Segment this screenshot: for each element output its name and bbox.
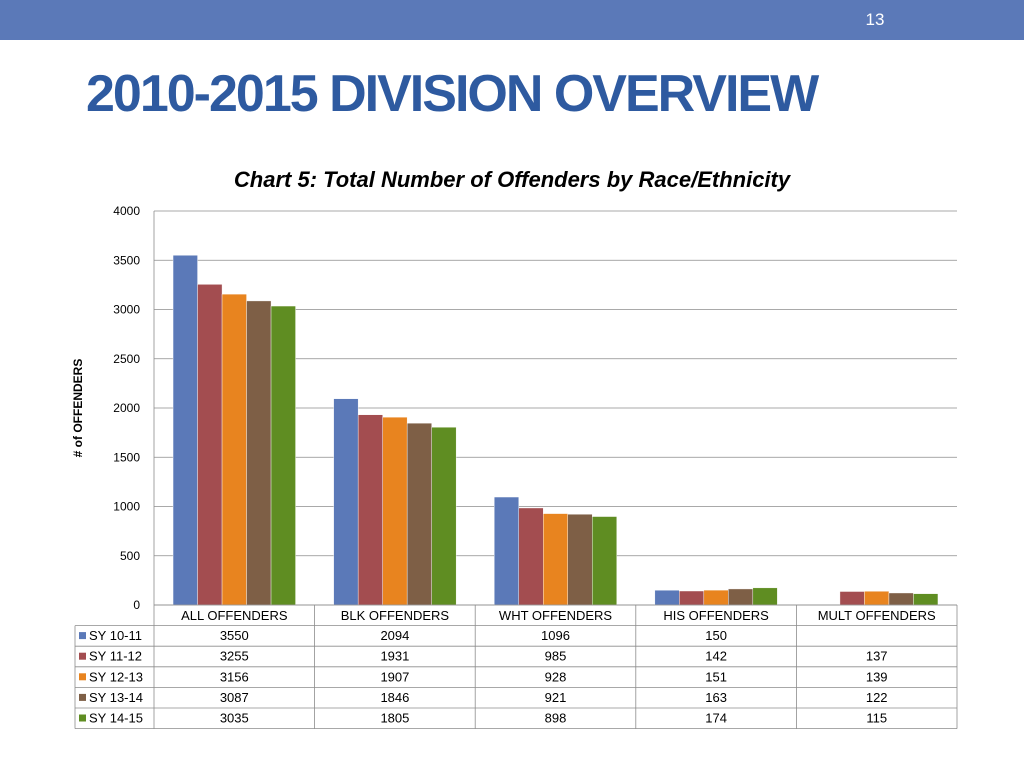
data-table-value: 150 [705,628,727,643]
bar [333,398,359,606]
y-tick-label: 1000 [113,500,140,514]
data-table-value: 921 [545,690,567,705]
bar [679,590,705,606]
bar [357,414,383,606]
data-table-value: 139 [866,669,888,684]
bar [172,255,198,606]
legend-swatch [79,673,86,681]
data-table-value: 1096 [541,628,570,643]
top-banner: 13 [0,0,1024,40]
data-table-value: 174 [705,711,727,726]
bar [246,300,272,606]
data-table-value: 1931 [380,649,409,664]
bar [592,516,617,606]
bar [839,591,865,606]
y-tick-label: 500 [120,549,140,563]
legend-swatch [79,693,86,701]
data-table-value: 1805 [380,711,409,726]
data-table-value: 3255 [220,649,249,664]
data-table-value: 928 [545,669,567,684]
bar [270,305,296,606]
data-table-value: 1846 [380,690,409,705]
y-tick-label: 2000 [113,401,140,415]
y-tick-label: 1500 [113,450,140,464]
page-number: 13 [865,10,885,29]
x-category-label: HIS OFFENDERS [663,608,769,623]
data-table-value: 3035 [220,711,249,726]
y-tick-label: 3500 [113,253,140,267]
data-table-value: 985 [545,649,567,664]
slide-title: 2010-2015 DIVISION OVERVIEW [86,65,819,123]
bar [406,422,432,606]
bar [864,591,890,606]
data-table-value: 2094 [380,628,409,643]
bar [518,507,544,606]
legend-swatch [79,714,86,722]
bar [752,587,778,606]
data-table-value: 137 [866,649,888,664]
data-table-value: 3550 [220,628,249,643]
bar [431,427,457,606]
bar [728,588,754,606]
bar [382,416,408,606]
data-table-value: 898 [545,711,567,726]
bar [913,593,939,606]
bar [543,513,568,606]
chart-title: Chart 5: Total Number of Offenders by Ra… [233,167,791,192]
bar [888,592,914,606]
bar [654,590,680,606]
legend-swatch [79,632,86,640]
legend-series-name: SY 10-11 [89,628,142,643]
y-tick-label: 2500 [113,352,140,366]
bar [221,293,247,606]
y-tick-label: 4000 [113,204,140,218]
data-table-value: 1907 [380,669,409,684]
bar [494,496,519,606]
data-table-value: 3156 [220,669,249,684]
legend-series-name: SY 11-12 [89,649,142,664]
data-table-value: 115 [866,711,887,726]
legend-series-name: SY 14-15 [89,711,143,726]
x-category-label: MULT OFFENDERS [818,608,936,623]
x-category-label: BLK OFFENDERS [341,608,450,623]
bar [197,284,223,606]
legend-series-name: SY 13-14 [89,690,143,705]
x-category-label: WHT OFFENDERS [499,608,612,623]
bar [703,589,729,606]
x-category-label: ALL OFFENDERS [181,608,288,623]
data-table-value: 163 [705,690,727,705]
y-tick-label: 3000 [113,303,140,317]
data-table-value: 151 [705,669,727,684]
data-table-value: 122 [866,690,888,705]
data-table-value: 142 [705,649,727,664]
legend-series-name: SY 12-13 [89,669,143,684]
y-tick-label: 0 [133,598,140,612]
bar [567,514,593,606]
legend-swatch [79,652,86,660]
data-table-value: 3087 [220,690,249,705]
